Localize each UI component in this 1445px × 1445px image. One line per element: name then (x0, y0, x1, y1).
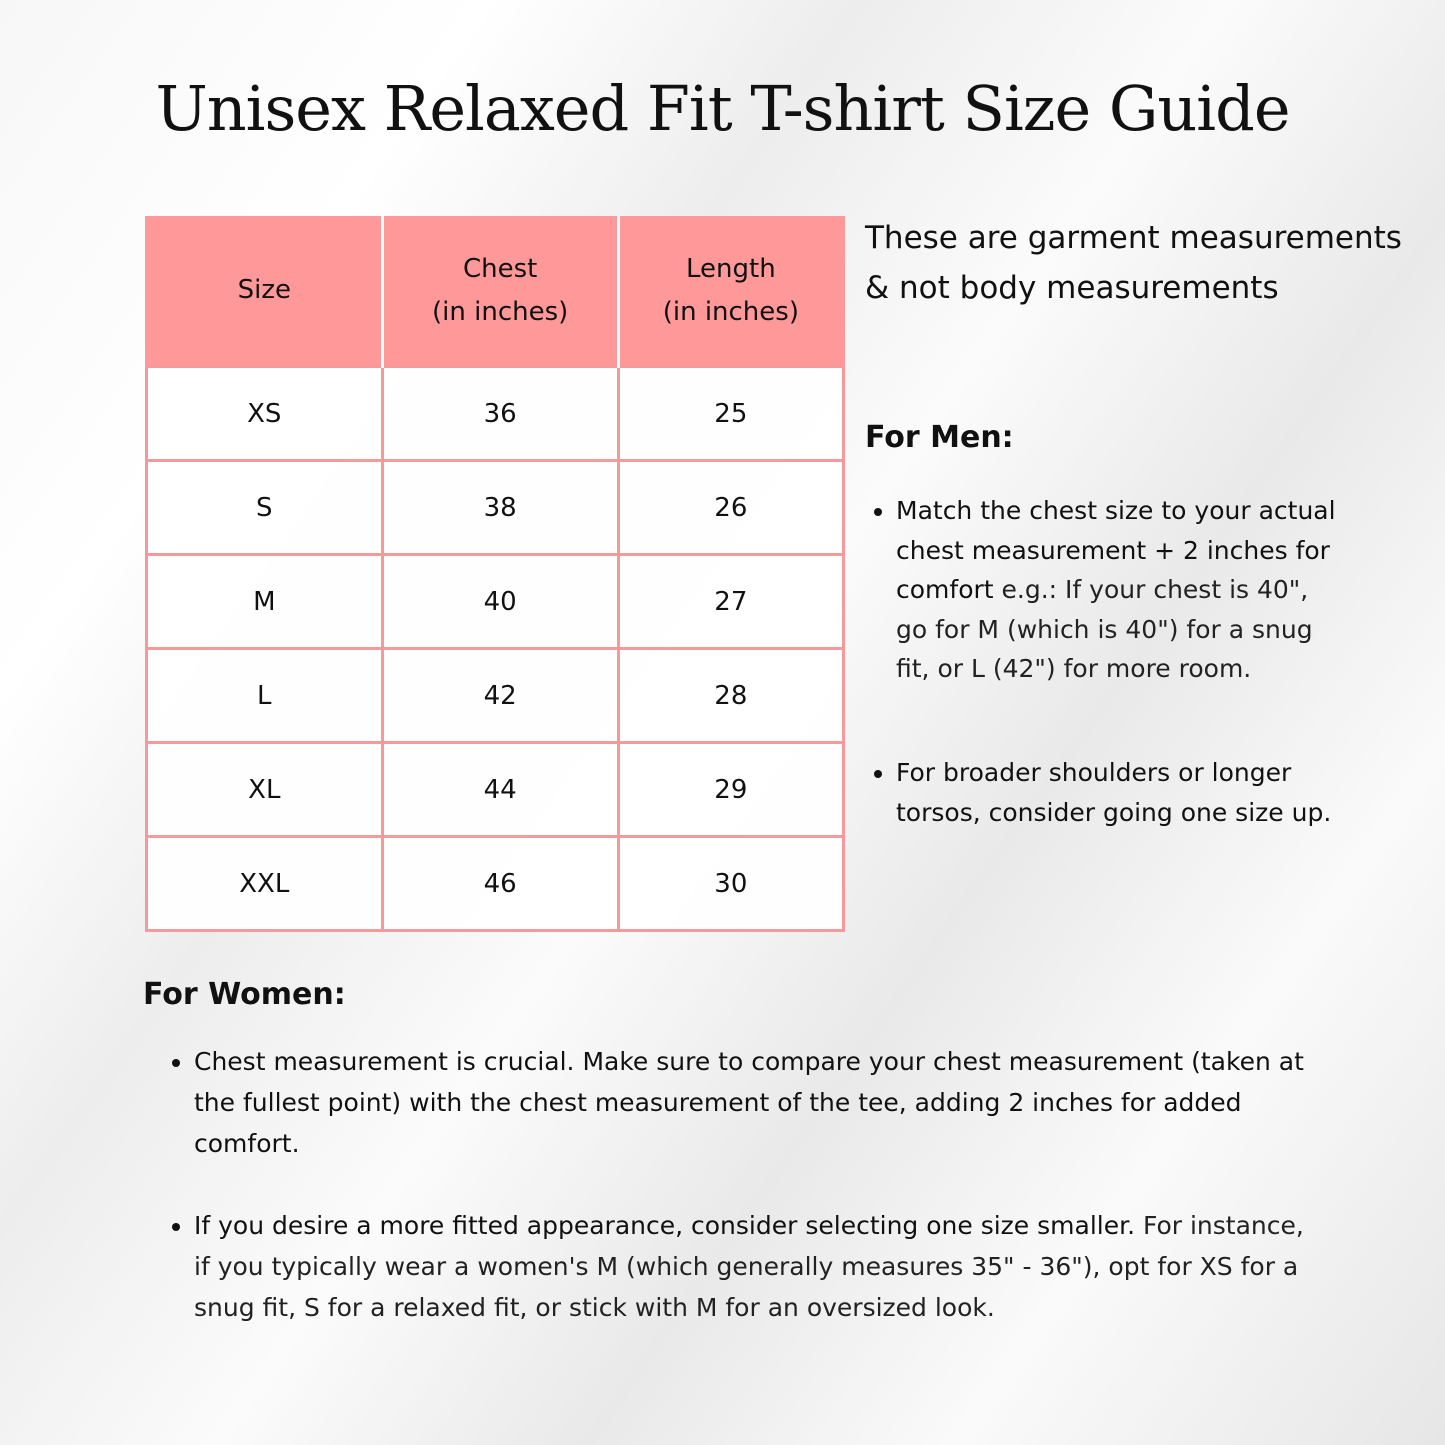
cell-size: XL (145, 741, 384, 838)
cell-size: S (145, 459, 384, 556)
list-item: Match the chest size to your actual ches… (896, 491, 1336, 689)
cell-length: 29 (616, 741, 846, 838)
garment-note: These are garment measurements & not bod… (865, 220, 1402, 306)
size-table: Size Chest (in inches) Length (in inches) … (145, 216, 846, 932)
page-title: Unisex Relaxed Fit T-shirt Size Guide (155, 72, 1290, 145)
women-heading: For Women: (143, 977, 346, 1012)
table-row: M 40 27 (145, 553, 846, 650)
header-size: Size (145, 216, 384, 367)
women-bullets: Chest measurement is crucial. Make sure … (164, 1041, 1324, 1328)
cell-size: XS (145, 365, 384, 462)
cell-chest: 36 (380, 365, 620, 462)
table-row: L 42 28 (145, 647, 846, 744)
men-heading: For Men: (865, 420, 1014, 455)
cell-length: 25 (616, 365, 846, 462)
cell-length: 26 (616, 459, 846, 556)
cell-size: M (145, 553, 384, 650)
list-item: For broader shoulders or longer torsos, … (896, 753, 1336, 832)
list-item: Chest measurement is crucial. Make sure … (194, 1041, 1324, 1164)
cell-length: 28 (616, 647, 846, 744)
cell-chest: 44 (380, 741, 620, 838)
cell-length: 27 (616, 553, 846, 650)
table-row: XL 44 29 (145, 741, 846, 838)
list-item: If you desire a more fitted appearance, … (194, 1205, 1324, 1328)
cell-chest: 40 (380, 553, 620, 650)
cell-length: 30 (616, 835, 846, 932)
cell-chest: 38 (380, 459, 620, 556)
cell-size: L (145, 647, 384, 744)
header-length: Length (in inches) (616, 216, 846, 367)
table-row: XS 36 25 (145, 365, 846, 462)
cell-chest: 46 (380, 835, 620, 932)
header-chest: Chest (in inches) (380, 216, 620, 367)
cell-size: XXL (145, 835, 384, 932)
table-header-row: Size Chest (in inches) Length (in inches) (145, 216, 846, 367)
men-bullets: Match the chest size to your actual ches… (866, 491, 1336, 832)
table-row: XXL 46 30 (145, 835, 846, 932)
table-row: S 38 26 (145, 459, 846, 556)
cell-chest: 42 (380, 647, 620, 744)
